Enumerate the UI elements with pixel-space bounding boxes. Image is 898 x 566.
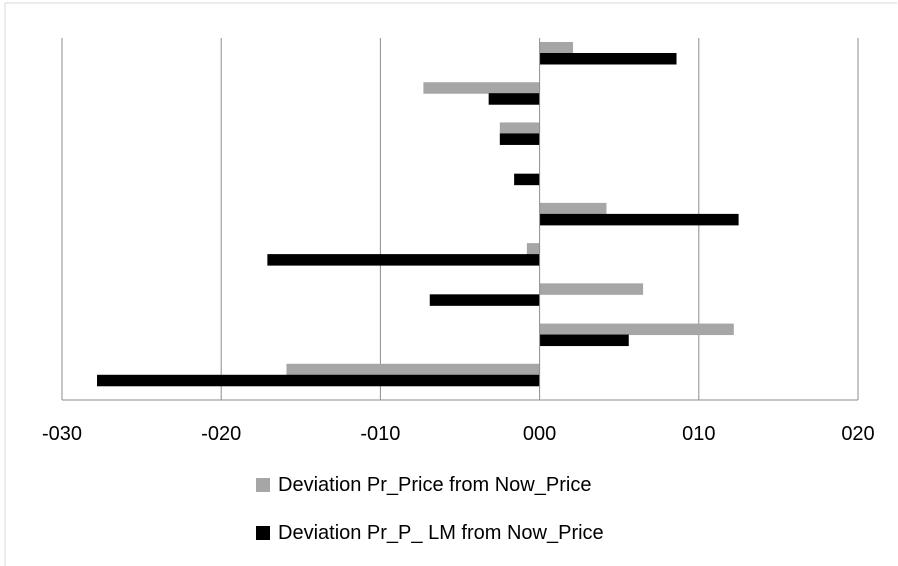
bar-series-1 — [539, 323, 734, 336]
bar-series-2 — [267, 254, 540, 266]
legend-swatch-pr-p-lm — [256, 526, 270, 540]
bar-series-1 — [526, 243, 540, 255]
legend-item-pr-price: Deviation Pr_Price from Now_Price — [256, 472, 591, 498]
x-tick-label: -030 — [42, 423, 82, 445]
legend-label-pr-p-lm: Deviation Pr_P_ LM from Now_Price — [278, 521, 604, 544]
bar-series-2 — [97, 374, 540, 387]
bar-series-1 — [539, 202, 607, 215]
bar-series-1 — [539, 283, 644, 295]
x-axis: -030 -020 -010 000 010 020 — [42, 38, 875, 445]
bar-series-2 — [488, 93, 540, 105]
bar-series-2 — [499, 133, 540, 145]
bar-series-2 — [539, 213, 739, 226]
bar-series-2 — [539, 53, 677, 65]
legend-swatch-pr-price — [256, 478, 270, 492]
bar-series-1 — [423, 82, 540, 94]
x-tick-label: -020 — [201, 423, 241, 445]
bar-series-2 — [514, 173, 540, 186]
x-tick-label: 020 — [841, 423, 874, 445]
legend-item-pr-p-lm: Deviation Pr_P_ LM from Now_Price — [256, 520, 604, 546]
x-tick-label: -010 — [360, 423, 400, 445]
bar-series-1 — [539, 42, 574, 54]
bars — [97, 42, 739, 387]
bar-series-1 — [286, 363, 540, 376]
bar-series-1 — [499, 122, 540, 134]
x-tick-label: 010 — [682, 423, 715, 445]
x-tick-label: 000 — [523, 423, 556, 445]
legend-label-pr-price: Deviation Pr_Price from Now_Price — [278, 473, 592, 496]
bar-series-2 — [539, 334, 629, 347]
bar-series-2 — [429, 294, 540, 306]
